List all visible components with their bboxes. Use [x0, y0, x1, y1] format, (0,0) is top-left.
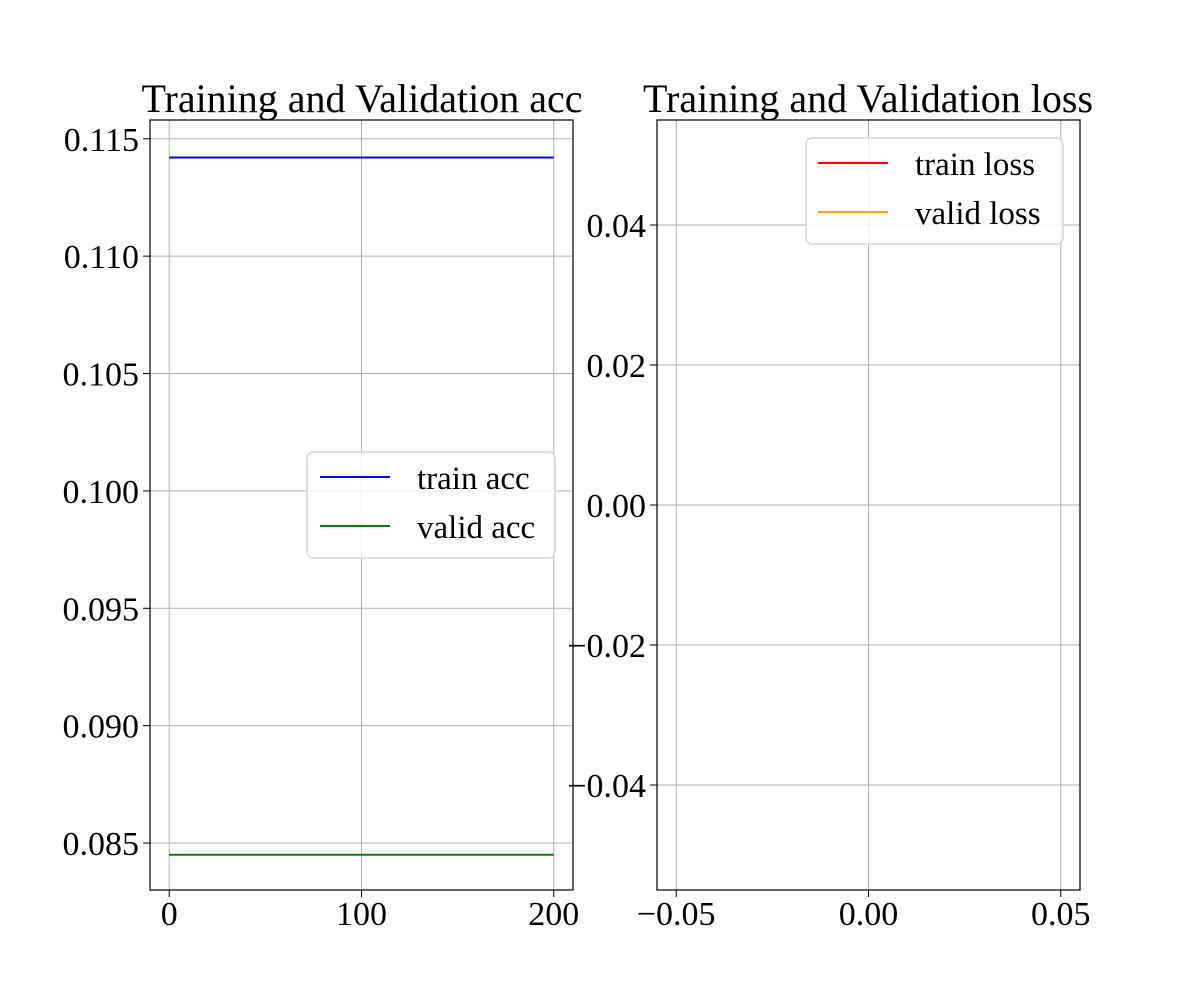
acc-xtick-label: 100	[336, 896, 387, 933]
loss-grid	[657, 120, 1080, 890]
loss-ytick-label: 0.04	[587, 208, 647, 245]
loss-ticks: −0.05 0.00 0.05 −0.04 −0.02 0.00 0.02 0.04	[567, 208, 1090, 933]
acc-ytick-label: 0.115	[64, 122, 139, 159]
loss-xtick-label: −0.05	[637, 896, 716, 933]
accuracy-ticks: 0 100 200 0.085 0.090 0.095 0.100 0.105 0.110 0.1…	[63, 122, 580, 933]
loss-ytick-label: 0.00	[587, 488, 647, 525]
acc-ytick-label: 0.105	[63, 357, 140, 394]
loss-chart-title: Training and Validation loss	[643, 76, 1093, 121]
legend-label-train-loss: train loss	[915, 147, 1035, 183]
accuracy-legend: train acc valid acc	[306, 451, 556, 559]
legend-label-valid-acc: valid acc	[417, 510, 535, 546]
accuracy-legend-box	[306, 451, 556, 559]
acc-xtick-label: 0	[161, 896, 178, 933]
loss-ytick-label: −0.04	[567, 768, 646, 805]
acc-ytick-label: 0.085	[63, 826, 140, 863]
accuracy-series-group	[169, 156, 554, 856]
acc-ytick-label: 0.090	[63, 709, 140, 746]
accuracy-chart: Training and Validation acc 0 100 200 0.085…	[63, 76, 583, 933]
acc-ytick-label: 0.100	[63, 474, 140, 511]
acc-ytick-label: 0.110	[64, 239, 139, 276]
acc-xtick-label: 200	[528, 896, 579, 933]
loss-xtick-label: 0.05	[1031, 896, 1091, 933]
loss-chart: Training and Validation loss −0.05 0.00 0.…	[567, 76, 1093, 933]
loss-xtick-label: 0.00	[839, 896, 899, 933]
loss-ytick-label: 0.02	[587, 348, 647, 385]
loss-ytick-label: −0.02	[567, 628, 646, 665]
accuracy-chart-title: Training and Validation acc	[141, 76, 582, 121]
legend-label-train-acc: train acc	[417, 461, 530, 497]
acc-ytick-label: 0.095	[63, 591, 140, 628]
legend-label-valid-loss: valid loss	[915, 196, 1041, 232]
loss-legend-box	[805, 137, 1064, 245]
loss-legend: train loss valid loss	[805, 137, 1064, 245]
